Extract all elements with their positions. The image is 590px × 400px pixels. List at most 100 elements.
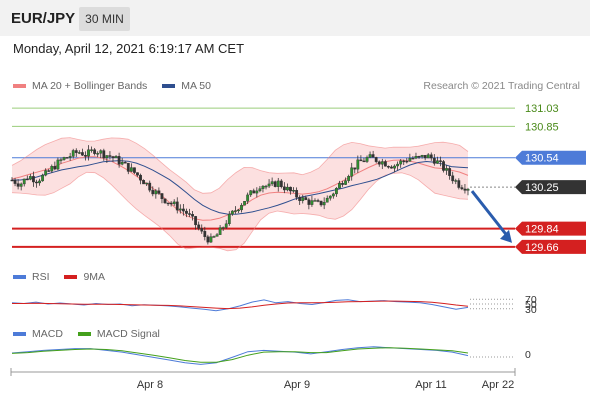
candle bbox=[215, 233, 219, 237]
rsi-tick-30: 30 bbox=[525, 304, 537, 316]
candle bbox=[133, 167, 136, 174]
candle bbox=[181, 204, 185, 216]
candle-body bbox=[230, 210, 234, 215]
candle bbox=[435, 156, 439, 164]
candle-body bbox=[178, 208, 182, 211]
candle-body bbox=[148, 182, 152, 191]
candle-body bbox=[380, 161, 384, 165]
candle-body bbox=[99, 150, 103, 154]
candle bbox=[129, 163, 133, 173]
ma20-line bbox=[11, 156, 469, 221]
candle bbox=[28, 173, 32, 181]
candle-body bbox=[387, 166, 390, 168]
candle-body bbox=[252, 190, 256, 194]
candle bbox=[191, 211, 194, 221]
candle bbox=[227, 211, 231, 226]
macd-series-macd-signal bbox=[11, 347, 469, 363]
candle bbox=[93, 148, 97, 156]
candle bbox=[139, 173, 142, 185]
symbol-label: EUR/JPY bbox=[11, 10, 76, 27]
candle bbox=[185, 208, 188, 218]
candle-body bbox=[25, 178, 29, 181]
candle bbox=[466, 187, 470, 196]
candle bbox=[344, 177, 347, 186]
candle bbox=[148, 180, 152, 193]
legend-macd: MACD bbox=[13, 328, 63, 340]
candle-body bbox=[279, 180, 283, 188]
candle bbox=[243, 201, 246, 206]
level-label-129.84: 129.84 bbox=[525, 224, 559, 236]
candle bbox=[154, 188, 158, 199]
candle-body bbox=[445, 168, 448, 171]
candle-body bbox=[377, 161, 381, 165]
timeframe-button[interactable]: 30 MIN bbox=[79, 7, 130, 31]
candle bbox=[188, 208, 191, 218]
candle-body bbox=[197, 224, 201, 229]
candle bbox=[178, 204, 182, 214]
candle-body bbox=[371, 154, 375, 158]
candle-body bbox=[237, 209, 240, 212]
candle-body bbox=[282, 186, 286, 191]
candle bbox=[460, 184, 464, 191]
candle bbox=[13, 177, 17, 187]
rsi-series-9ma bbox=[12, 300, 469, 310]
candle-body bbox=[13, 179, 17, 184]
candle-body bbox=[276, 180, 280, 187]
candle-body bbox=[451, 175, 455, 182]
candle bbox=[282, 182, 286, 194]
candle bbox=[286, 183, 289, 192]
candle bbox=[77, 150, 81, 155]
candle-body bbox=[350, 167, 354, 177]
candle-body bbox=[405, 160, 409, 163]
candle-body bbox=[50, 166, 54, 172]
candle-body bbox=[96, 153, 100, 155]
candle bbox=[377, 160, 381, 167]
candle-body bbox=[126, 162, 130, 172]
level-tag-129.66 bbox=[515, 239, 586, 254]
datetime-label: Monday, April 12, 2021 6:19:17 AM CET bbox=[13, 41, 245, 56]
candle-body bbox=[390, 166, 393, 169]
x-tick-apr-8: Apr 8 bbox=[137, 379, 163, 391]
bollinger-swatch bbox=[13, 84, 26, 89]
candle-body bbox=[90, 149, 93, 151]
level-label-130.85: 130.85 bbox=[525, 121, 559, 133]
candle bbox=[328, 195, 332, 201]
candle-body bbox=[264, 185, 268, 188]
legend-bollinger-label: MA 20 + Bollinger Bands bbox=[32, 80, 148, 92]
candle-body bbox=[71, 150, 75, 157]
candle bbox=[393, 164, 396, 173]
candle-body bbox=[175, 201, 179, 211]
candle bbox=[22, 178, 26, 187]
ma50-swatch bbox=[162, 84, 176, 89]
candle bbox=[224, 220, 228, 229]
candle bbox=[356, 155, 360, 173]
candle-body bbox=[304, 197, 308, 200]
candle bbox=[74, 148, 78, 157]
candle bbox=[10, 177, 14, 182]
candle bbox=[273, 180, 277, 188]
candle bbox=[151, 186, 155, 197]
candle-body bbox=[215, 234, 219, 237]
candle-body bbox=[393, 165, 396, 169]
candle bbox=[32, 171, 35, 187]
candle bbox=[313, 198, 317, 202]
candle bbox=[267, 179, 271, 189]
legend-ma50: MA 50 bbox=[162, 80, 211, 92]
candle-body bbox=[142, 180, 145, 185]
candle-body bbox=[365, 157, 369, 162]
candle-body bbox=[439, 160, 442, 162]
candle-body bbox=[194, 216, 198, 226]
candle-body bbox=[181, 208, 185, 212]
candle-body bbox=[402, 160, 406, 163]
macd-legend: MACD MACD Signal bbox=[13, 328, 172, 340]
candle-body bbox=[93, 149, 97, 154]
candle-body bbox=[16, 183, 20, 187]
candle-body bbox=[10, 179, 14, 182]
chart-header: EUR/JPY 30 MIN bbox=[0, 0, 590, 36]
candle bbox=[338, 180, 341, 189]
candle bbox=[362, 157, 366, 163]
candle-body bbox=[258, 188, 262, 192]
candle bbox=[387, 165, 390, 169]
candle-body bbox=[151, 189, 155, 195]
